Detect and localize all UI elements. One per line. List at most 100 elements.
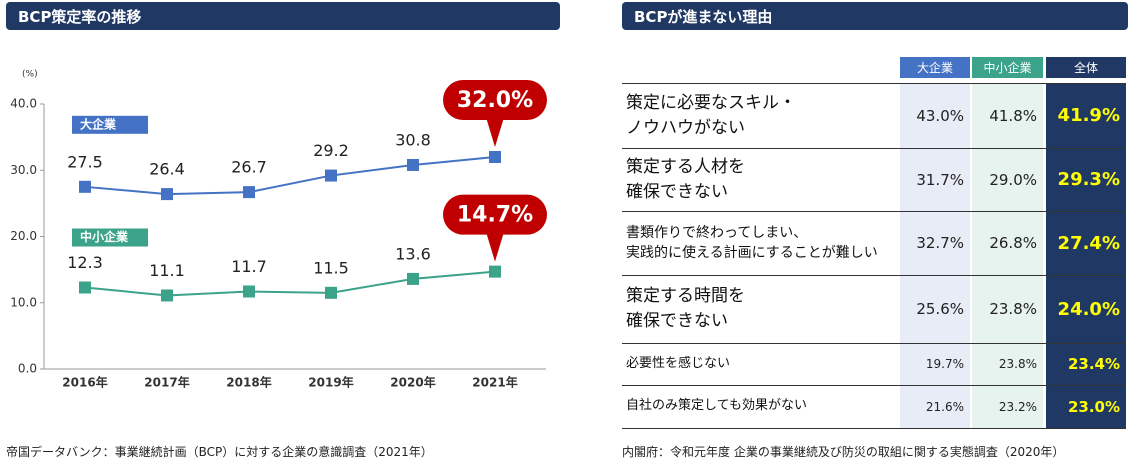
marker xyxy=(79,180,91,193)
marker xyxy=(243,186,255,199)
column-header: 中小企業 xyxy=(972,57,1043,78)
cell-value: 25.6% xyxy=(916,300,964,318)
chart-title: BCP策定率の推移 xyxy=(6,2,560,30)
cell-value: 23.2% xyxy=(998,399,1037,414)
column-bg xyxy=(900,148,970,211)
column-bg xyxy=(1046,275,1126,343)
y-tick-label: 20.0 xyxy=(10,229,37,243)
row-rule xyxy=(622,211,1126,212)
row-label: 策定する人材を 確保できない xyxy=(626,156,745,202)
marker xyxy=(325,286,337,299)
data-label: 26.7 xyxy=(231,158,267,177)
marker xyxy=(407,272,419,285)
data-label: 11.1 xyxy=(149,261,185,280)
column-bg xyxy=(972,148,1043,211)
x-tick-label: 2018年 xyxy=(226,375,271,390)
cell-value: 31.7% xyxy=(916,170,964,189)
column-bg xyxy=(900,83,970,148)
data-label: 11.7 xyxy=(231,257,267,276)
marker xyxy=(243,285,255,298)
row-rule xyxy=(622,83,1126,84)
x-tick-label: 2019年 xyxy=(308,375,353,390)
column-bg xyxy=(900,211,970,275)
line xyxy=(84,156,496,196)
row-label: 書類作りで終わってしまい、 実践的に使える計画にすることが難しい xyxy=(626,224,878,261)
column-bg xyxy=(900,343,970,385)
y-tick-label: 30.0 xyxy=(10,163,37,177)
marker xyxy=(489,151,501,163)
cell-value: 23.4% xyxy=(1067,355,1120,373)
marker xyxy=(325,169,337,182)
cell-value: 27.4% xyxy=(1057,232,1120,254)
data-label: 26.4 xyxy=(149,160,185,179)
row-rule xyxy=(622,428,1126,429)
cell-value: 24.0% xyxy=(1057,298,1120,320)
callout-label: 14.7% xyxy=(457,203,533,228)
callout xyxy=(443,194,547,235)
row-label: 自社のみ策定しても効果がない xyxy=(626,398,807,414)
marker xyxy=(79,281,91,294)
legend-box xyxy=(72,115,148,134)
row-label: 必要性を感じない xyxy=(626,355,731,371)
table-title: BCPが進まない理由 xyxy=(622,2,1128,30)
callout-pointer xyxy=(485,228,505,262)
column-bg xyxy=(972,275,1043,343)
x-tick-label: 2017年 xyxy=(144,375,189,390)
marker xyxy=(161,289,173,302)
data-label: 13.6 xyxy=(395,244,431,263)
row-label: 策定に必要なスキル・ ノウハウがない xyxy=(626,92,796,138)
cell-value: 41.9% xyxy=(1057,105,1120,126)
column-bg xyxy=(972,343,1043,385)
y-tick-label: 40.0 xyxy=(10,97,37,111)
marker xyxy=(407,158,419,171)
line xyxy=(84,270,496,297)
legend-label: 中小企業 xyxy=(80,229,129,244)
cell-value: 21.6% xyxy=(925,399,964,414)
callout-label: 32.0% xyxy=(457,88,533,113)
column-header: 全体 xyxy=(1046,57,1126,78)
callout xyxy=(443,80,547,120)
source: 内閣府：令和元年度 企業の事業継続及び防災の取組に関する実態調査（2020年） xyxy=(622,445,1065,459)
data-label: 11.5 xyxy=(313,258,349,277)
y-tick-label: 10.0 xyxy=(10,295,37,309)
column-bg xyxy=(1046,83,1126,148)
data-label: 27.5 xyxy=(67,152,103,171)
cell-value: 29.0% xyxy=(989,170,1037,189)
column-bg xyxy=(972,83,1043,148)
legend-box xyxy=(72,228,148,247)
column-header: 大企業 xyxy=(900,57,970,78)
y-tick-label: 0.0 xyxy=(18,362,37,376)
column-bg xyxy=(972,211,1043,275)
row-rule xyxy=(622,148,1126,149)
column-bg xyxy=(1046,343,1126,385)
source: 帝国データバンク：事業継続計画（BCP）に対する企業の意識調査（2021年） xyxy=(6,445,433,459)
cell-value: 23.8% xyxy=(998,357,1037,371)
column-bg xyxy=(900,275,970,343)
row-rule xyxy=(622,343,1126,344)
data-label: 30.8 xyxy=(395,130,431,149)
cell-value: 19.7% xyxy=(925,357,964,371)
cell-value: 23.0% xyxy=(1067,397,1120,416)
cell-value: 41.8% xyxy=(989,106,1037,125)
data-label: 29.2 xyxy=(313,141,349,160)
column-bg xyxy=(1046,148,1126,211)
callout-pointer xyxy=(485,114,505,147)
cell-value: 23.8% xyxy=(989,300,1037,318)
cell-value: 32.7% xyxy=(916,234,964,252)
data-label: 12.3 xyxy=(67,253,103,272)
column-bg xyxy=(900,385,970,428)
y-unit: (%) xyxy=(22,70,38,80)
row-rule xyxy=(622,385,1126,386)
row-rule xyxy=(622,275,1126,276)
marker xyxy=(489,265,501,278)
legend-label: 大企業 xyxy=(80,116,117,131)
cell-value: 43.0% xyxy=(916,106,964,125)
marker xyxy=(161,188,173,201)
cell-value: 26.8% xyxy=(989,234,1037,252)
cell-value: 29.3% xyxy=(1057,169,1120,190)
column-bg xyxy=(972,385,1043,428)
column-bg xyxy=(1046,385,1126,428)
x-tick-label: 2020年 xyxy=(390,375,435,390)
